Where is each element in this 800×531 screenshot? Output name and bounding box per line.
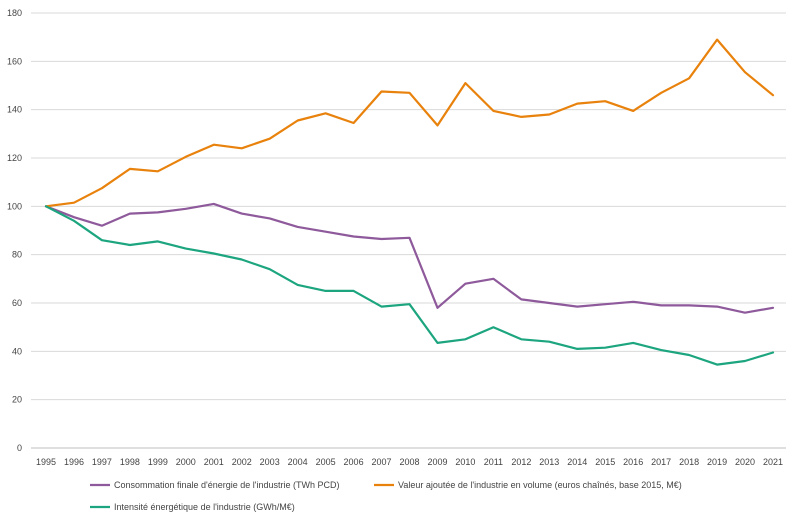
- x-tick-label: 2011: [484, 457, 503, 467]
- x-tick-label: 2016: [623, 457, 643, 467]
- y-tick-label: 120: [7, 153, 22, 163]
- y-tick-label: 0: [17, 443, 22, 453]
- x-axis-tick-labels: 1995 1996 1997 1998 1999 2000 2001 2002 2003 2004…: [36, 457, 783, 467]
- x-tick-label: 2014: [567, 457, 587, 467]
- x-tick-label: 1999: [148, 457, 168, 467]
- x-tick-label: 2010: [455, 457, 475, 467]
- y-axis-tick-labels: 0 20 40 60 80 100 120 140 160 180: [7, 8, 22, 453]
- data-series: [44, 38, 775, 366]
- x-tick-label: 2020: [735, 457, 755, 467]
- x-tick-label: 2002: [232, 457, 252, 467]
- y-tick-label: 140: [7, 105, 22, 115]
- x-tick-label: 2013: [539, 457, 559, 467]
- x-tick-label: 1997: [92, 457, 112, 467]
- x-tick-label: 2001: [204, 457, 224, 467]
- series-line-1: [44, 38, 775, 208]
- y-tick-label: 20: [12, 395, 22, 405]
- legend-label-2: Intensité énergétique de l'industrie (GW…: [114, 502, 295, 512]
- x-tick-label: 1995: [36, 457, 56, 467]
- y-tick-label: 100: [7, 201, 22, 211]
- x-tick-label: 2008: [399, 457, 419, 467]
- x-tick-label: 2019: [707, 457, 727, 467]
- gridlines: [31, 12, 786, 449]
- x-tick-label: 2006: [344, 457, 364, 467]
- y-tick-label: 60: [12, 298, 22, 308]
- legend-label-1: Valeur ajoutée de l'industrie en volume …: [398, 480, 682, 490]
- x-tick-label: 2009: [427, 457, 447, 467]
- legend: Consommation finale d'énergie de l'indus…: [90, 480, 682, 512]
- x-tick-label: 2015: [595, 457, 615, 467]
- x-tick-label: 2017: [651, 457, 671, 467]
- x-tick-label: 2021: [763, 457, 783, 467]
- y-tick-label: 160: [7, 56, 22, 66]
- x-tick-label: 2000: [176, 457, 196, 467]
- y-tick-label: 180: [7, 8, 22, 18]
- x-tick-label: 2005: [316, 457, 336, 467]
- series-line-0: [44, 202, 775, 314]
- x-tick-label: 1996: [64, 457, 84, 467]
- legend-label-0: Consommation finale d'énergie de l'indus…: [114, 480, 340, 490]
- x-tick-label: 1998: [120, 457, 140, 467]
- x-tick-label: 2004: [288, 457, 308, 467]
- y-tick-label: 80: [12, 250, 22, 260]
- x-tick-label: 2003: [260, 457, 280, 467]
- x-tick-label: 2018: [679, 457, 699, 467]
- y-tick-label: 40: [12, 346, 22, 356]
- series-line-2: [44, 205, 775, 366]
- x-tick-label: 2007: [372, 457, 392, 467]
- x-tick-label: 2012: [511, 457, 531, 467]
